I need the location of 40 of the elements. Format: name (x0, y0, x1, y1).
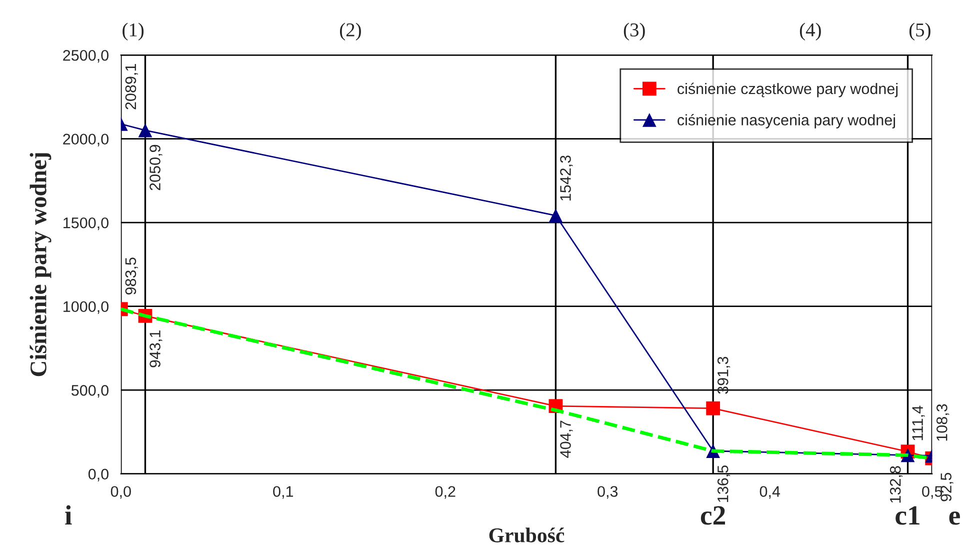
y-tick-label: 0,0 (88, 468, 108, 482)
data-label: 2089,1 (125, 64, 138, 110)
data-label: 391,3 (717, 356, 730, 394)
text: (3) (624, 22, 645, 40)
data-label: 111,4 (912, 406, 925, 440)
data-label: 943,1 (150, 330, 162, 368)
point (548, 208, 563, 222)
data-label: 108,3 (936, 404, 950, 441)
y-tick-label: 2000,0 (63, 134, 108, 146)
ref-line-label: i (65, 505, 72, 525)
y-tick-label: 500,0 (71, 384, 108, 398)
x-tick-label: 0,1 (273, 486, 294, 499)
x-axis-title: Grubość (489, 528, 564, 542)
point (706, 401, 720, 416)
data-label: 2050,9 (150, 144, 162, 190)
x-tick-label: 0,2 (435, 486, 456, 499)
y-tick-label: 2500,0 (63, 50, 108, 63)
ref-line-label: c2 (700, 506, 725, 525)
text: (1) (122, 22, 144, 40)
y-axis-title: Ciśnienie pary wodnej (30, 153, 52, 376)
data-label: 136,5 (717, 466, 730, 502)
x-tick-label: 0,5 (922, 486, 942, 499)
legend-label: ciśnienie cząstkowe pary wodnej (678, 82, 898, 98)
x-tick-label: 0,3 (598, 486, 618, 499)
point (138, 123, 152, 138)
data-label: 132,8 (890, 466, 903, 503)
text: (4) (800, 22, 821, 40)
ref-line-label: c1 (896, 506, 920, 525)
y-tick-label: 1500,0 (64, 217, 108, 230)
data-label: 92,5 (940, 472, 954, 502)
ref-line-label: e (949, 511, 960, 525)
legend-label: ciśnienie nasycenia pary wodnej (678, 114, 895, 128)
text: (2) (340, 22, 361, 40)
data-label: 1542,3 (560, 156, 573, 200)
x-tick-label: 0,0 (110, 486, 131, 499)
x-tick-label: 0,4 (760, 486, 780, 499)
y-tick-label: 1000,0 (64, 301, 108, 314)
data-label: 404,7 (560, 420, 573, 458)
text: (5) (909, 22, 930, 40)
data-label: 983,5 (125, 258, 138, 295)
